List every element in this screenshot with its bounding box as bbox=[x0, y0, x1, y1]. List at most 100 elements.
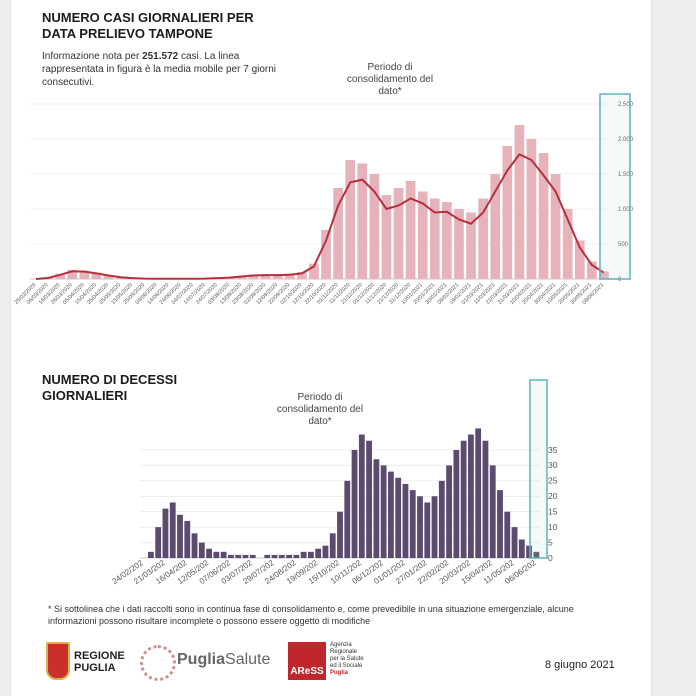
bar bbox=[315, 548, 322, 558]
subtitle-text: Informazione nota per bbox=[42, 51, 140, 62]
bar bbox=[308, 551, 314, 558]
bar bbox=[272, 274, 283, 279]
subtitle-number: 251.572 bbox=[142, 51, 179, 62]
annotation: Periodo di consolidamento del dato* bbox=[276, 392, 364, 427]
bar bbox=[489, 465, 496, 558]
puglia-salute-logo bbox=[140, 645, 176, 681]
bar bbox=[213, 551, 220, 558]
bar bbox=[514, 125, 525, 279]
bar bbox=[337, 511, 343, 558]
bar bbox=[345, 160, 356, 279]
aress-logo: AReSS bbox=[288, 642, 326, 680]
bar bbox=[526, 139, 537, 279]
chart-title: NUMERO CASI GIORNALIERI PER DATA PRELIEV… bbox=[42, 10, 254, 41]
bar bbox=[381, 195, 392, 279]
logo-text: PUGLIA bbox=[74, 662, 116, 674]
bar bbox=[562, 209, 573, 279]
y-tick-label: 20 bbox=[548, 491, 558, 501]
bar bbox=[357, 163, 368, 279]
y-tick-label: 500 bbox=[618, 242, 629, 248]
bar bbox=[220, 551, 227, 558]
bar bbox=[366, 440, 372, 558]
bar bbox=[293, 554, 300, 558]
logo-text: Salute bbox=[225, 651, 271, 668]
bar bbox=[482, 440, 489, 558]
consolidation-box bbox=[529, 379, 548, 559]
bar bbox=[184, 520, 191, 558]
bar bbox=[388, 471, 394, 558]
agenzia-text: Agenzia Regionale per la Salute ed il Socia… bbox=[330, 642, 364, 677]
y-tick-label: 5 bbox=[548, 537, 553, 547]
bar bbox=[260, 274, 271, 279]
logo-text: Regionale bbox=[330, 649, 358, 655]
annotation: Periodo di consolidamento del dato* bbox=[346, 62, 434, 97]
y-tick-label: 1.500 bbox=[618, 172, 634, 178]
bar bbox=[393, 188, 404, 279]
y-tick-label: 25 bbox=[548, 476, 558, 486]
bar bbox=[599, 271, 609, 279]
logo-text: Puglia bbox=[177, 651, 226, 668]
bar bbox=[329, 533, 336, 558]
bar bbox=[271, 554, 278, 558]
y-tick-label: 1.000 bbox=[618, 207, 634, 213]
bar bbox=[429, 198, 440, 279]
y-tick-label: 0 bbox=[618, 277, 622, 283]
subtitle-text: casi. La linea rappresentata in figura è… bbox=[42, 51, 277, 88]
logo-text: REGIONE bbox=[74, 650, 125, 662]
bar bbox=[249, 554, 256, 558]
bar bbox=[409, 490, 416, 558]
bar bbox=[191, 533, 198, 558]
bar bbox=[67, 269, 78, 279]
bar bbox=[405, 181, 416, 279]
bar bbox=[235, 554, 242, 558]
bar bbox=[490, 174, 501, 279]
moving-average-line bbox=[35, 153, 605, 280]
card bbox=[10, 0, 652, 696]
bar bbox=[286, 554, 292, 558]
regione-text: REGIONE PUGLIA bbox=[74, 650, 125, 674]
bar bbox=[333, 188, 343, 279]
y-tick-label: 15 bbox=[548, 507, 558, 517]
bar bbox=[155, 527, 162, 558]
bar bbox=[162, 508, 169, 558]
bar bbox=[91, 272, 102, 279]
bar bbox=[497, 490, 503, 558]
bar bbox=[228, 554, 234, 558]
bar bbox=[79, 270, 90, 279]
bar bbox=[358, 434, 365, 558]
bar bbox=[284, 273, 295, 279]
subtitle: Informazione nota per 251.572 casi. La l… bbox=[42, 50, 292, 89]
bar bbox=[264, 554, 271, 558]
y-tick-label: 2.500 bbox=[618, 102, 634, 108]
bar bbox=[460, 440, 467, 558]
bar bbox=[533, 551, 540, 558]
chart-title: NUMERO DI DECESSI GIORNALIERI bbox=[42, 372, 178, 403]
bar bbox=[511, 527, 518, 558]
bar bbox=[344, 480, 351, 558]
regione-logo bbox=[46, 642, 70, 680]
logo-text: ed il Sociale bbox=[330, 663, 363, 669]
y-tick-label: 10 bbox=[548, 522, 558, 532]
bar bbox=[417, 496, 423, 558]
bar bbox=[431, 496, 438, 558]
bar bbox=[438, 480, 445, 558]
bar bbox=[351, 449, 358, 558]
bar bbox=[55, 273, 66, 279]
bar bbox=[466, 212, 476, 279]
bar bbox=[321, 230, 331, 279]
logo-text: per la Salute bbox=[330, 656, 364, 662]
bar bbox=[526, 545, 532, 558]
bar bbox=[278, 554, 285, 558]
bar bbox=[446, 465, 452, 558]
bar bbox=[322, 545, 329, 558]
bar bbox=[206, 548, 212, 558]
bar bbox=[103, 275, 114, 279]
bar bbox=[380, 465, 387, 558]
bar bbox=[538, 153, 549, 279]
puglia-salute-text: PugliaSalute bbox=[177, 651, 270, 669]
bar bbox=[198, 542, 205, 558]
bar bbox=[453, 449, 460, 558]
bar bbox=[248, 274, 259, 279]
y-tick-label: 35 bbox=[548, 445, 558, 455]
